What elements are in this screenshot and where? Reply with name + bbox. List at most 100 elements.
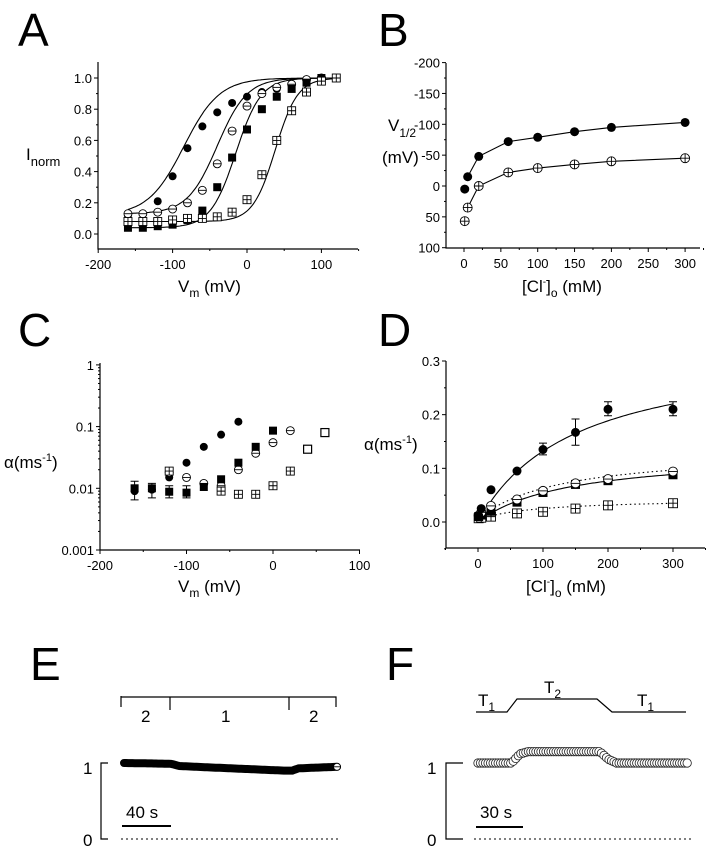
marker-shape	[476, 504, 486, 514]
marker-shape	[251, 442, 260, 451]
xlabel-b: [Cl-]o (mM)	[522, 277, 602, 300]
data-point-circle-hline	[538, 485, 548, 496]
fit-curve-filled-square	[128, 77, 337, 229]
data-point-filled-square	[217, 475, 226, 484]
data-point-filled-circle	[606, 122, 616, 132]
data-point-square-grid	[233, 489, 243, 499]
ylabel-d: α(ms-1)	[364, 434, 418, 454]
panel-f: T1 T2 T1 1 0 30 s	[427, 678, 692, 850]
marker-shape	[474, 151, 484, 161]
data-point-filled-circle	[168, 172, 177, 181]
marker-cross	[603, 500, 613, 510]
marker-cross	[234, 490, 243, 499]
panel-d: 0 100 200 300 0.0 0.1 0.2 0.3	[422, 354, 706, 571]
data-point-filled-circle	[182, 458, 191, 467]
tick-zero-f: 0	[427, 831, 436, 850]
x-tick-label: 100	[527, 256, 549, 271]
data-point-filled-circle	[680, 117, 690, 127]
marker-shape	[228, 153, 237, 162]
data-point-circle-hline	[268, 438, 278, 448]
data-point-filled-square	[123, 223, 132, 232]
marker-cross	[183, 214, 192, 223]
marker-shape	[606, 122, 616, 132]
data-point-square-grid	[153, 217, 163, 226]
data-point-square-grid	[227, 207, 237, 217]
data-point-filled-square	[199, 482, 208, 491]
fit-curve-filled-circle	[490, 403, 674, 502]
data-point-square-grid	[285, 466, 295, 476]
time-scale-label-f: 30 s	[480, 803, 512, 822]
data-point-filled-circle	[183, 144, 192, 153]
x-tick-label: 300	[674, 256, 696, 271]
y-tick-label: 1.0	[74, 71, 92, 86]
data-point-filled-circle	[668, 404, 678, 414]
marker-shape	[153, 197, 162, 206]
xlabel-c: Vm (mV)	[178, 577, 241, 600]
data-point-filled-square	[213, 183, 222, 192]
data-point-square-grid	[212, 212, 222, 222]
data-point-open-circle-bar	[183, 198, 192, 208]
y-tick-label: 1	[87, 358, 94, 373]
marker-shape	[486, 506, 496, 516]
ylabel-b: V1/2	[388, 116, 416, 140]
segment-label-e-3: 2	[309, 707, 318, 726]
data-point-filled-circle	[571, 427, 580, 437]
y-tick-label: 100	[418, 241, 440, 256]
y-tick-label: -100	[414, 117, 440, 132]
data-point-filled-square	[234, 458, 243, 467]
x-tick-label: -100	[160, 257, 186, 272]
data-point-filled-square	[272, 92, 281, 101]
data-point-circle-cross	[606, 156, 617, 167]
data-point-filled-circle	[463, 172, 473, 182]
data-point-circle-hline	[603, 474, 613, 485]
panel-letter-e: E	[30, 638, 61, 690]
panel-letter-c: C	[18, 304, 51, 356]
data-point-circle-cross	[503, 167, 514, 178]
marker-shape	[199, 482, 208, 491]
data-point-square-grid	[570, 503, 581, 514]
data-point-open-circle-bar	[123, 209, 133, 219]
marker-shape	[287, 84, 296, 93]
data-point-filled-square	[168, 220, 177, 229]
data-point-filled-circle	[228, 98, 237, 107]
panel-b: 0 50 100 150 200 250 300 -200 -150 -100 -50 0 50 100	[414, 56, 705, 271]
panel-c: -200 -100 0 100 0.001 0.01 0.1 1	[61, 358, 370, 573]
data-point-square-grid	[302, 87, 311, 97]
data-point-filled-square	[251, 442, 260, 451]
y-tick-label: 0.01	[69, 481, 94, 496]
y-tick-label: 0.1	[76, 420, 94, 435]
data-point-square-grid	[242, 195, 252, 205]
data-point-open-circle-bar	[197, 185, 207, 195]
marker-shape	[320, 427, 330, 438]
data-point-filled-circle	[603, 404, 613, 414]
trace-end-marker-e	[333, 762, 341, 771]
y-tick-label: 0.0	[422, 515, 440, 530]
trace-point-f	[682, 758, 692, 768]
marker-shape	[538, 445, 548, 455]
marker-cross	[571, 504, 580, 514]
marker-shape	[682, 758, 692, 768]
marker-cross	[512, 508, 522, 518]
marker-shape	[165, 487, 174, 496]
data-point-square-grid	[512, 508, 522, 519]
marker-cross	[286, 467, 295, 476]
y-scale-bracket-e	[100, 762, 108, 840]
data-point-filled-circle	[533, 132, 543, 142]
x-tick-label: 0	[460, 256, 467, 271]
data-point-filled-square	[165, 487, 174, 496]
x-tick-label: -200	[85, 257, 111, 272]
x-tick-label: -200	[87, 558, 113, 573]
x-tick-label: 150	[564, 256, 586, 271]
marker-cross	[165, 467, 174, 476]
marker-shape	[680, 117, 690, 127]
data-point-circle-cross	[532, 163, 543, 174]
marker-shape	[138, 223, 147, 232]
marker-shape	[234, 417, 243, 426]
data-point-open-circle-bar	[153, 207, 163, 217]
marker-shape	[486, 485, 496, 495]
y-tick-label: 0.2	[74, 196, 92, 211]
marker-shape	[168, 220, 177, 229]
marker-shape	[460, 184, 470, 194]
data-point-square-grid	[268, 481, 278, 491]
marker-shape	[503, 137, 513, 147]
